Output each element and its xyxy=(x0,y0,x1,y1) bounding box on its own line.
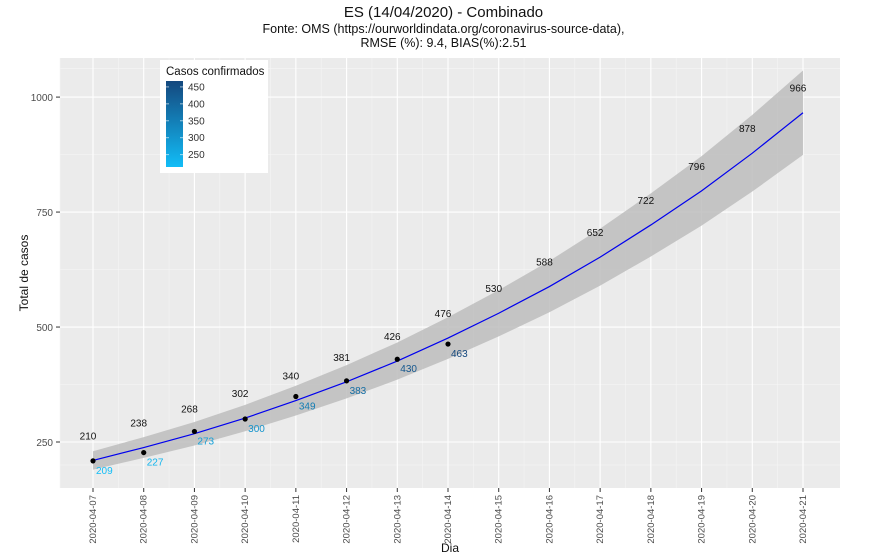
prediction-line xyxy=(92,112,804,461)
observed-label: 273 xyxy=(197,436,214,447)
observed-point xyxy=(293,393,299,400)
predicted-label: 878 xyxy=(739,124,756,135)
predicted-label: 302 xyxy=(232,389,249,400)
observed-label: 209 xyxy=(96,466,113,477)
predicted-label: 340 xyxy=(283,372,300,383)
x-axis-title: Dia xyxy=(441,541,459,555)
observed-label: 349 xyxy=(299,401,316,412)
x-tick-label: 2020-04-15 xyxy=(494,495,505,544)
chart-title: ES (14/04/2020) - Combinado xyxy=(343,4,544,21)
y-tick-label: 500 xyxy=(36,323,53,334)
x-tick-label: 2020-04-13 xyxy=(392,495,403,544)
observed-point xyxy=(90,458,96,464)
observed-point xyxy=(191,428,198,435)
y-axis-title: Total de casos xyxy=(17,235,31,312)
predicted-label: 652 xyxy=(587,228,604,239)
observed-point xyxy=(394,356,400,362)
predicted-label: 722 xyxy=(638,196,655,207)
predicted-label: 268 xyxy=(181,405,198,416)
observed-point xyxy=(343,378,350,384)
legend-tick-label: 400 xyxy=(188,99,205,110)
observed-label: 430 xyxy=(400,364,417,375)
x-tick-label: 2020-04-10 xyxy=(240,495,251,544)
legend-tick-label: 250 xyxy=(188,150,205,161)
observed-point xyxy=(141,449,147,456)
observed-label: 300 xyxy=(248,424,265,435)
legend-tick-label: 300 xyxy=(188,133,205,144)
observed-point xyxy=(242,416,248,422)
chart-subtitle-1: Fonte: OMS (https://ourworldindata.org/c… xyxy=(262,22,625,36)
predicted-label: 588 xyxy=(536,258,553,269)
observed-label: 227 xyxy=(147,458,164,469)
predicted-label: 530 xyxy=(485,284,502,295)
predicted-label: 381 xyxy=(333,353,350,364)
predicted-label: 426 xyxy=(384,332,401,343)
y-tick-label: 750 xyxy=(36,208,53,219)
x-tick-label: 2020-04-11 xyxy=(291,495,302,543)
x-tick-label: 2020-04-20 xyxy=(747,495,758,544)
x-tick-label: 2020-04-08 xyxy=(139,495,150,544)
x-tick-label: 2020-04-18 xyxy=(646,495,657,544)
x-tick-label: 2020-04-19 xyxy=(697,495,708,544)
observed-label: 383 xyxy=(350,386,367,397)
x-tick-label: 2020-04-16 xyxy=(544,495,555,544)
predicted-label: 796 xyxy=(688,162,705,173)
legend-title: Casos confirmados xyxy=(166,66,265,78)
observed-label: 463 xyxy=(451,349,468,360)
predicted-label: 966 xyxy=(790,84,807,95)
predicted-label: 238 xyxy=(130,419,147,430)
predicted-label: 476 xyxy=(435,309,452,320)
legend-tick-label: 450 xyxy=(188,82,205,93)
legend-tick-label: 350 xyxy=(188,116,205,127)
x-tick-label: 2020-04-17 xyxy=(595,495,606,544)
x-tick-label: 2020-04-07 xyxy=(88,495,99,544)
x-tick-label: 2020-04-12 xyxy=(342,495,353,544)
x-tick-label: 2020-04-21 xyxy=(798,495,809,544)
legend-colorbar xyxy=(166,81,183,167)
observed-point xyxy=(445,341,451,347)
y-tick-label: 250 xyxy=(36,438,53,449)
x-tick-label: 2020-04-14 xyxy=(443,495,454,544)
chart-subtitle-2: RMSE (%): 9.4, BIAS(%):2.51 xyxy=(360,36,527,50)
y-tick-label: 1000 xyxy=(31,93,54,104)
predicted-label: 210 xyxy=(80,431,97,442)
x-tick-label: 2020-04-09 xyxy=(189,495,200,544)
